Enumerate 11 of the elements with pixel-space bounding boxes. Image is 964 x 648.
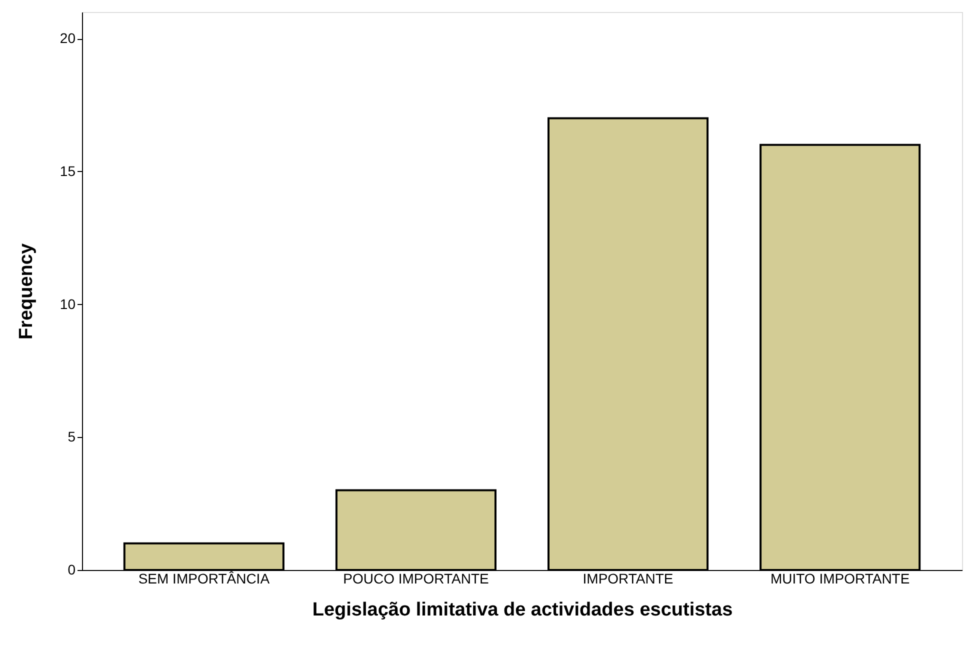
x-tick-label: POUCO IMPORTANTE: [343, 570, 489, 586]
x-tick-label: MUITO IMPORTANTE: [770, 570, 910, 586]
x-tick-label: SEM IMPORTÂNCIA: [138, 570, 270, 586]
x-tick-label: IMPORTANTE: [582, 570, 674, 586]
y-tick-label: 5: [68, 428, 76, 445]
y-tick-label: 0: [68, 562, 76, 578]
x-axis-title: Legislação limitativa de actividades escutistas: [312, 600, 733, 620]
y-axis-title: Frequency: [16, 243, 37, 340]
y-tick-label: 10: [60, 296, 76, 312]
y-tick-label: 15: [60, 162, 76, 179]
y-tick-label: 20: [60, 30, 76, 46]
